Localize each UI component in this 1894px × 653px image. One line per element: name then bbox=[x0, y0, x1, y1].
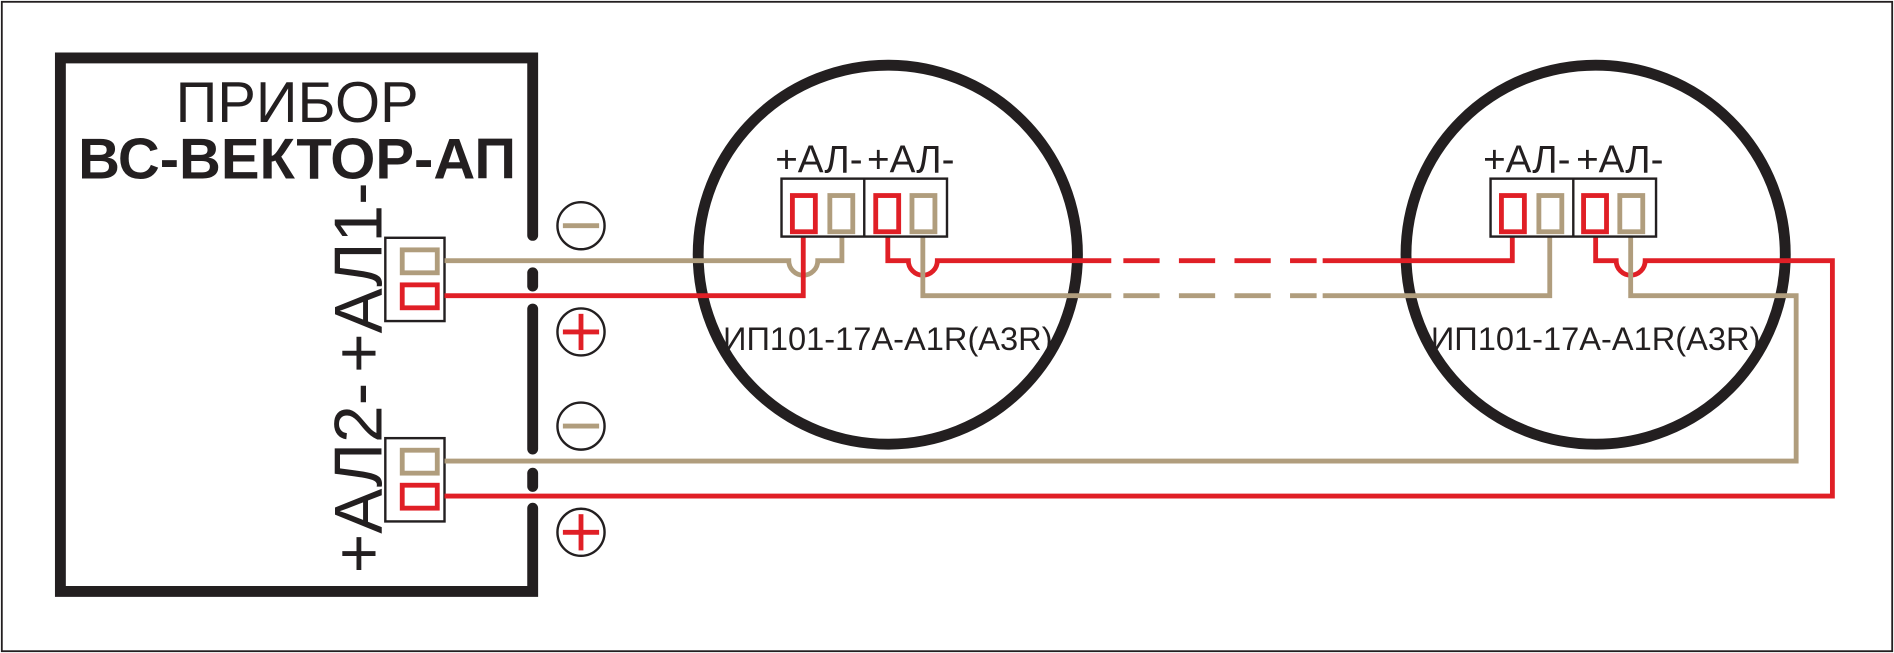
device-box-outline bbox=[54, 52, 539, 597]
detector-1-plus-contact bbox=[873, 193, 902, 235]
detector-2-model: ИП101-17А-A1R(A3R) bbox=[1431, 320, 1761, 357]
device-title: ПРИБОР bbox=[176, 71, 419, 135]
minus-sign-icon bbox=[556, 401, 606, 451]
loop2-minus-contact bbox=[399, 447, 440, 476]
negative-wire bbox=[444, 231, 1799, 464]
detector-1-terminals bbox=[780, 177, 949, 238]
device-box bbox=[54, 52, 539, 597]
loop2-terminal-block bbox=[384, 436, 446, 523]
negative-wire bbox=[1322, 231, 1553, 299]
detector-2-plus-contact bbox=[1581, 193, 1609, 235]
detector-2-minus-contact bbox=[1536, 193, 1565, 235]
plus-sign-icon bbox=[556, 507, 606, 558]
detector-2-terminals bbox=[1489, 177, 1658, 238]
plus-sign-icon bbox=[556, 307, 606, 357]
minus-sign-icon bbox=[556, 200, 606, 251]
detector-1-plus-contact bbox=[789, 193, 818, 235]
positive-wire bbox=[444, 231, 806, 299]
positive-wire bbox=[1322, 231, 1515, 264]
loop1-terminal-block bbox=[384, 236, 446, 323]
detector-1-model: ИП101-17А-A1R(A3R) bbox=[723, 320, 1053, 357]
detector-2-minus-contact bbox=[1617, 193, 1646, 235]
detector-1-terminal-label: +АЛ- bbox=[775, 139, 862, 182]
detector-2-plus-contact bbox=[1499, 193, 1527, 235]
detector-1-minus-contact bbox=[827, 193, 856, 235]
loop1-plus-contact bbox=[399, 282, 440, 311]
loop2-plus-contact bbox=[399, 482, 440, 511]
detector-1-minus-contact bbox=[909, 193, 938, 235]
negative-wire bbox=[920, 231, 1112, 299]
detector-1-terminal-label: +АЛ- bbox=[867, 139, 954, 182]
detector-2-terminal-label: +АЛ- bbox=[1576, 139, 1663, 182]
loop1-minus-contact bbox=[399, 247, 440, 276]
detector-2-terminal-label: +АЛ- bbox=[1483, 139, 1570, 182]
device-model: ВС-ВЕКТОР-АП bbox=[78, 128, 516, 192]
